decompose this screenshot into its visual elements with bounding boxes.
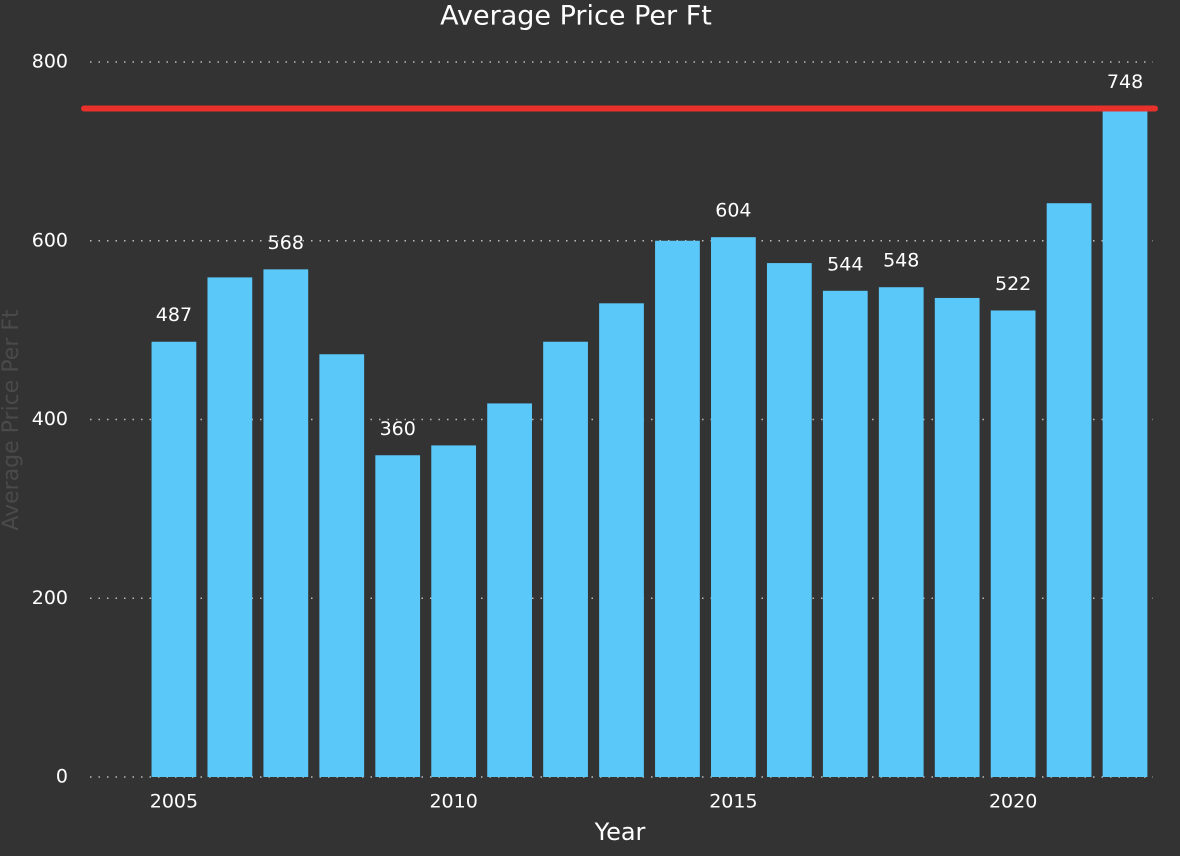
bar [1046, 203, 1092, 777]
data-label: 568 [268, 232, 304, 254]
data-label: 604 [715, 200, 751, 222]
x-axis-label: Year [594, 818, 646, 846]
bar [655, 240, 700, 777]
bar [207, 277, 253, 777]
y-tick-label: 200 [32, 587, 68, 609]
bar [543, 341, 588, 777]
x-tick-label: 2005 [150, 791, 198, 813]
data-label: 548 [883, 250, 919, 272]
bar [487, 403, 532, 777]
bar [375, 455, 421, 777]
y-tick-label: 0 [56, 766, 68, 788]
bar [263, 269, 309, 777]
bar [1102, 108, 1148, 778]
bar [711, 237, 756, 778]
bar [431, 445, 477, 777]
y-tick-label: 400 [32, 408, 68, 430]
y-axis-label: Average Price Per Ft [0, 309, 24, 531]
y-tick-label: 800 [32, 51, 68, 73]
data-label: 544 [827, 253, 863, 275]
bar [822, 290, 868, 777]
x-tick-label: 2020 [989, 791, 1037, 813]
bar [151, 341, 197, 777]
bar [599, 303, 644, 777]
x-tick-label: 2010 [429, 791, 477, 813]
bar [934, 297, 980, 777]
y-tick-label: 600 [32, 229, 68, 251]
bar [766, 263, 812, 777]
bar [990, 310, 1036, 777]
x-tick-label: 2015 [709, 791, 757, 813]
bar [319, 354, 365, 777]
data-label: 360 [380, 418, 416, 440]
data-label: 748 [1107, 71, 1143, 93]
data-label: 487 [156, 304, 192, 326]
chart-title: Average Price Per Ft [440, 1, 712, 32]
bar [878, 287, 924, 777]
data-label: 522 [995, 273, 1031, 295]
